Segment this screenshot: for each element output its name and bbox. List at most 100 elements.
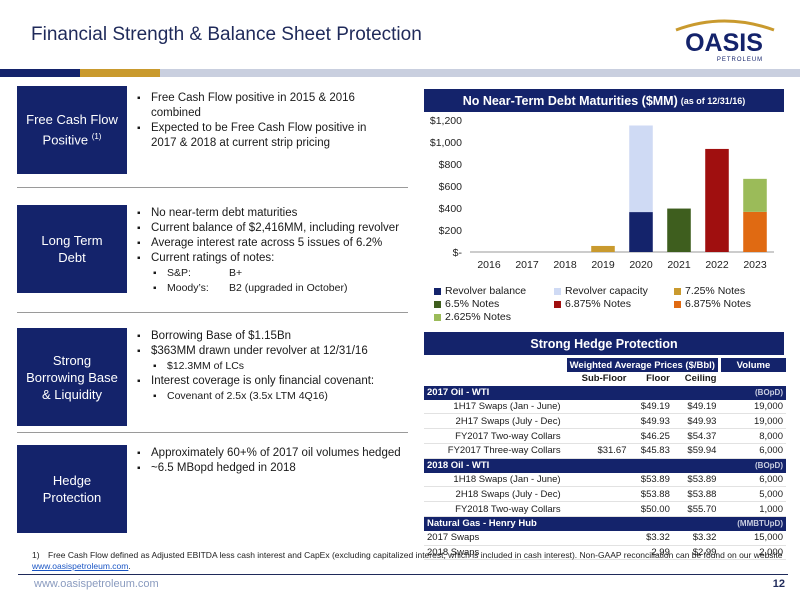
- volume-cell: 19,000: [719, 399, 786, 415]
- bullet: Covenant of 2.5x (3.5x LTM 4Q16): [137, 389, 422, 404]
- sub-floor-cell: [566, 399, 630, 415]
- section-unit: (BOpD): [719, 458, 786, 473]
- bar-segment: [743, 211, 767, 252]
- page-number: 12: [772, 578, 785, 590]
- section-label-borrowing-base: Strong Borrowing Base & Liquidity: [17, 328, 127, 426]
- table-section-row: 2017 Oil - WTI (BOpD): [424, 385, 786, 400]
- section-label-long-term-debt: Long Term Debt: [17, 205, 127, 293]
- table-section-row: Natural Gas - Henry Hub (MMBTUpD): [424, 516, 786, 531]
- floor-cell: $3.32: [629, 530, 673, 546]
- debt-maturities-header: No Near-Term Debt Maturities ($MM) (as of…: [424, 89, 784, 112]
- ceiling-cell: $59.94: [672, 443, 720, 459]
- x-tick-label: 2019: [591, 259, 615, 271]
- x-tick-label: 2018: [553, 259, 577, 271]
- bar-segment: [591, 245, 615, 252]
- section-label-hedge-protection: Hedge Protection: [17, 445, 127, 533]
- floor-cell: $45.83: [629, 443, 673, 459]
- header-color-bar: [0, 69, 800, 77]
- section-label-free-cash-flow: Free Cash Flow Positive (1): [17, 86, 127, 174]
- footer-website[interactable]: www.oasispetroleum.com: [34, 578, 159, 590]
- floor-cell: $50.00: [629, 501, 673, 517]
- table-column-header: Sub-Floor Floor Ceiling: [424, 372, 786, 386]
- table-row: 1H18 Swaps (Jan - June) $53.89 $53.89 6,000: [424, 472, 786, 488]
- row-label: 2H17 Swaps (July - Dec): [424, 413, 567, 430]
- row-label: FY2017 Three-way Collars: [424, 443, 567, 459]
- x-tick-label: 2016: [477, 259, 501, 271]
- sub-floor-cell: [566, 413, 630, 430]
- sub-floor-cell: [566, 501, 630, 517]
- bullet: Current balance of $2,416MM, including r…: [137, 221, 422, 236]
- x-tick-label: 2017: [515, 259, 539, 271]
- legend-item: 7.25% Notes: [674, 285, 745, 297]
- column-header: Floor: [646, 373, 670, 385]
- sub-floor-cell: $31.67: [566, 443, 630, 459]
- footnote: 1) Free Cash Flow defined as Adjusted EBI…: [32, 550, 783, 571]
- section-divider: [17, 312, 408, 313]
- bar-segment: [667, 208, 691, 252]
- section-divider: [17, 187, 408, 188]
- table-row: 2017 Swaps $3.32 $3.32 15,000: [424, 530, 786, 546]
- ceiling-cell: $54.37: [672, 428, 720, 444]
- bullet: Interest coverage is only financial cove…: [137, 374, 422, 389]
- legend-item: 6.875% Notes: [674, 298, 751, 310]
- volume-cell: 2,000: [719, 545, 786, 561]
- rating-sp: S&P:B+: [137, 266, 422, 281]
- row-label: 2018 Swaps: [424, 545, 567, 561]
- volume-cell: 6,000: [719, 443, 786, 459]
- bullet: No near-term debt maturities: [137, 206, 422, 221]
- row-label: 1H17 Swaps (Jan - June): [424, 399, 567, 415]
- sub-floor-cell: [566, 472, 630, 488]
- long-term-debt-bullets: No near-term debt maturities Current bal…: [137, 206, 422, 296]
- floor-cell: $46.25: [629, 428, 673, 444]
- x-tick-label: 2021: [667, 259, 691, 271]
- bar-segment: [705, 148, 729, 252]
- row-label: 2H18 Swaps (July - Dec): [424, 486, 567, 503]
- section-unit: (MMBTUpD): [719, 516, 786, 531]
- floor-cell: $53.89: [629, 472, 673, 488]
- weighted-avg-header: Weighted Average Prices ($/Bbl): [566, 358, 720, 372]
- table-row: FY2017 Three-way Collars $31.67 $45.83 $59.…: [424, 443, 786, 459]
- bullet: $12.3MM of LCs: [137, 359, 422, 374]
- volume-cell: 6,000: [719, 472, 786, 488]
- ceiling-cell: $2.99: [672, 545, 720, 561]
- sub-floor-cell: [566, 428, 630, 444]
- ceiling-cell: $53.89: [672, 472, 720, 488]
- logo-main-text: OASIS: [685, 29, 763, 57]
- volume-cell: 19,000: [719, 413, 786, 430]
- volume-cell: 5,000: [719, 486, 786, 503]
- ceiling-cell: $55.70: [672, 501, 720, 517]
- y-tick-label: $1,200: [430, 115, 462, 127]
- floor-cell: $49.19: [629, 399, 673, 415]
- column-header: Ceiling: [684, 373, 717, 385]
- hedge-protection-bullets: Approximately 60+% of 2017 oil volumes h…: [137, 446, 422, 476]
- y-tick-label: $1,000: [430, 137, 462, 149]
- table-row: 2H17 Swaps (July - Dec) $49.93 $49.93 19,00…: [424, 413, 786, 430]
- bullet: Expected to be Free Cash Flow positive i…: [137, 121, 387, 151]
- floor-cell: 2.99: [629, 545, 673, 561]
- bullet: Average interest rate across 5 issues of…: [137, 236, 422, 251]
- bar-segment: [629, 125, 653, 213]
- section-name: 2017 Oil - WTI: [424, 385, 720, 400]
- row-label: 2017 Swaps: [424, 530, 567, 546]
- volume-cell: 8,000: [719, 428, 786, 444]
- row-label: FY2017 Two-way Collars: [424, 428, 567, 444]
- bar-segment: [629, 212, 653, 252]
- y-tick-label: $600: [439, 181, 463, 193]
- borrowing-base-bullets: Borrowing Base of $1.15Bn $363MM drawn u…: [137, 329, 422, 404]
- bullet: Borrowing Base of $1.15Bn: [137, 329, 422, 344]
- legend-item: Revolver balance: [434, 285, 526, 297]
- free-cash-flow-bullets: Free Cash Flow positive in 2015 & 2016 c…: [137, 91, 387, 151]
- bullet: Approximately 60+% of 2017 oil volumes h…: [137, 446, 422, 461]
- x-tick-label: 2022: [705, 259, 729, 271]
- ceiling-cell: $3.32: [672, 530, 720, 546]
- rating-moodys: Moody’s:B2 (upgraded in October): [137, 281, 422, 296]
- oasis-logo: OASIS PETROLEUM: [675, 19, 775, 63]
- footnote-link[interactable]: www.oasispetroleum.com: [32, 561, 129, 571]
- ceiling-cell: $49.19: [672, 399, 720, 415]
- logo-sub-text: PETROLEUM: [717, 57, 763, 63]
- section-divider: [17, 432, 408, 433]
- legend-item: Revolver capacity: [554, 285, 648, 297]
- y-tick-label: $200: [439, 225, 463, 237]
- bullet: Current ratings of notes:: [137, 251, 422, 266]
- hedge-protection-header: Strong Hedge Protection: [424, 332, 784, 355]
